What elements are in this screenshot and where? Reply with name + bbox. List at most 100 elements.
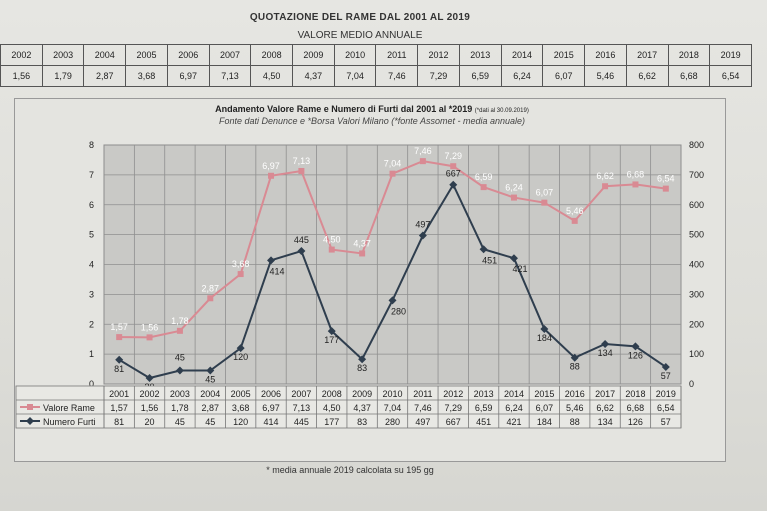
y-left-tick-label: 1: [89, 349, 94, 359]
x-tick-label: 2016: [565, 389, 585, 399]
data-label: 7,29: [444, 151, 462, 161]
data-table-cell: 6,68: [627, 403, 645, 413]
data-table-frame: [15, 385, 682, 429]
data-table-cell: 421: [506, 417, 521, 427]
x-tick-label: 2009: [352, 389, 372, 399]
price-table-year-row: 2002 2003 2004 2005 2006 2007 2008 2009 …: [0, 44, 752, 66]
document-subtitle: VALORE MEDIO ANNUALE: [297, 30, 423, 41]
x-tick-label: 2019: [656, 389, 676, 399]
y-right-tick-label: 300: [689, 289, 704, 299]
data-label: 4,37: [353, 238, 371, 248]
data-table-cell: 81: [114, 417, 124, 427]
data-label: 1,78: [171, 316, 189, 326]
data-point: [662, 185, 669, 192]
legend-label: Numero Furti: [43, 417, 96, 427]
data-point: [418, 231, 427, 240]
data-label: 45: [175, 353, 185, 363]
x-tick-label: 2010: [382, 389, 402, 399]
data-point: [237, 271, 244, 278]
data-table-cell: 83: [357, 417, 367, 427]
value-cell: 6,59: [458, 65, 502, 87]
x-tick-label: 2015: [534, 389, 554, 399]
data-point: [359, 250, 366, 257]
data-table-cell: 414: [264, 417, 279, 427]
x-tick-label: 2013: [474, 389, 494, 399]
y-right-tick-label: 700: [689, 170, 704, 180]
data-point: [602, 183, 609, 190]
data-table-cell: 4,37: [353, 403, 371, 413]
data-table-cell: 3,68: [232, 403, 250, 413]
data-point: [480, 184, 487, 191]
chart-subtitle: Fonte dati Denunce e *Borsa Valori Milan…: [219, 116, 525, 126]
data-point: [236, 344, 245, 353]
x-tick-label: 2001: [109, 389, 129, 399]
x-tick-label: 2008: [322, 389, 342, 399]
y-right-tick-label: 0: [689, 379, 694, 389]
data-label: 1,56: [141, 322, 159, 332]
data-point: [175, 366, 184, 375]
data-point: [571, 217, 578, 224]
data-table-cell: 497: [415, 417, 430, 427]
data-label: 7,13: [293, 156, 311, 166]
data-label: 81: [114, 364, 124, 374]
data-point: [450, 163, 457, 170]
data-table-cell: 6,59: [475, 403, 493, 413]
data-table-cell: 7,29: [444, 403, 462, 413]
x-tick-label: 2003: [170, 389, 190, 399]
data-label: 57: [661, 371, 671, 381]
legend-marker: [27, 404, 33, 410]
data-label: 1,57: [110, 322, 128, 332]
data-table-cell: 451: [476, 417, 491, 427]
data-point: [632, 181, 639, 188]
data-label: 6,62: [596, 171, 614, 181]
data-point: [327, 327, 336, 336]
data-table-cell: 6,97: [262, 403, 280, 413]
data-table-cell: 7,04: [384, 403, 402, 413]
data-table-cell: 184: [537, 417, 552, 427]
data-point: [115, 355, 124, 364]
chart-title: Andamento Valore Rame e Numero di Furti …: [92, 104, 652, 114]
data-table-cell: 4,50: [323, 403, 341, 413]
price-table-value-row: 1,56 1,79 2,87 3,68 6,97 7,13 4,50 4,37 …: [0, 65, 752, 87]
data-label: 134: [598, 348, 613, 358]
data-table-cell: 6,07: [536, 403, 554, 413]
data-table-cell: 445: [294, 417, 309, 427]
data-point: [601, 339, 610, 348]
data-point: [207, 295, 214, 302]
y-right-tick-label: 800: [689, 140, 704, 150]
value-cell: 6,97: [166, 65, 210, 87]
data-point: [509, 254, 518, 263]
value-cell: 3,68: [125, 65, 168, 87]
x-tick-label: 2007: [291, 389, 311, 399]
x-tick-label: 2004: [200, 389, 220, 399]
data-table-cell: 1,56: [141, 403, 159, 413]
data-label: 45: [205, 375, 215, 385]
data-table-cell: 1,57: [110, 403, 128, 413]
data-point: [541, 199, 548, 206]
price-table: 2002 2003 2004 2005 2006 2007 2008 2009 …: [0, 44, 752, 87]
y-left-tick-label: 4: [89, 260, 94, 270]
data-label: 2,87: [202, 283, 220, 293]
x-tick-label: 2005: [231, 389, 251, 399]
data-label: 280: [391, 306, 406, 316]
data-label: 120: [233, 352, 248, 362]
y-right-tick-label: 200: [689, 319, 704, 329]
y-left-tick-label: 5: [89, 230, 94, 240]
data-point: [116, 334, 123, 341]
data-table-cell: 45: [175, 417, 185, 427]
value-cell: 7,46: [375, 65, 419, 87]
data-point: [268, 172, 275, 179]
x-tick-label: 2018: [625, 389, 645, 399]
data-table-cell: 120: [233, 417, 248, 427]
y-right-tick-label: 400: [689, 260, 704, 270]
data-label: 414: [270, 266, 285, 276]
data-label: 497: [415, 220, 430, 230]
data-label: 88: [570, 362, 580, 372]
data-label: 3,68: [232, 259, 250, 269]
data-table-cell: 6,24: [505, 403, 523, 413]
data-point: [540, 325, 549, 334]
x-tick-label: 2014: [504, 389, 524, 399]
data-point: [510, 194, 517, 201]
data-table-cell: 667: [446, 417, 461, 427]
value-cell: 2,87: [83, 65, 127, 87]
